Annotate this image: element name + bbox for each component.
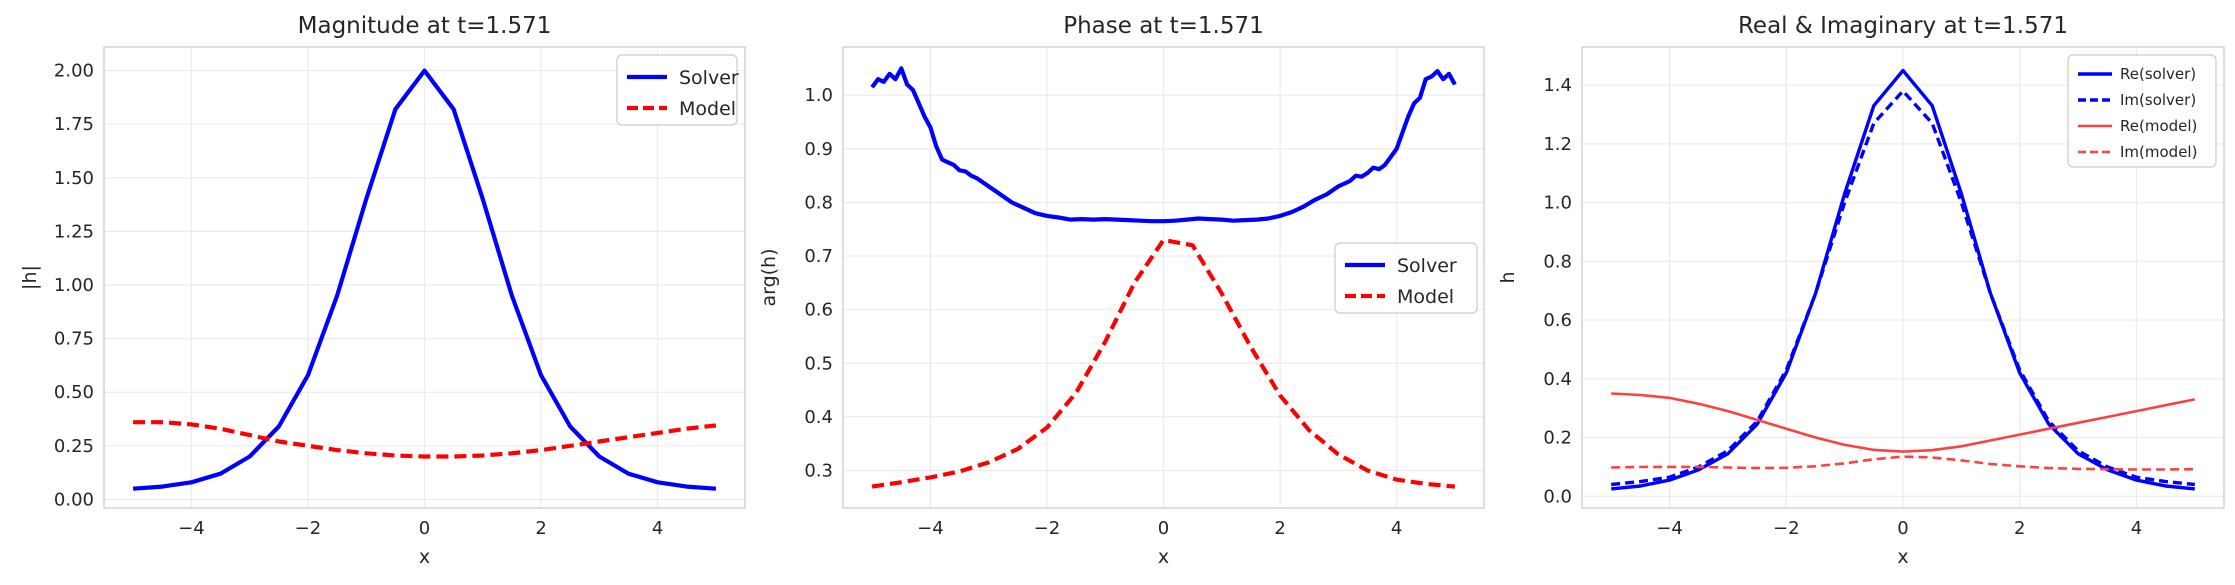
x-tick-label: 0 — [419, 518, 430, 539]
axes-frame — [842, 46, 1485, 509]
y-tick-label: 0.9 — [804, 139, 833, 160]
y-tick-label: 0.75 — [54, 329, 94, 350]
y-tick-label: 1.50 — [54, 168, 94, 189]
legend: Solver Model — [616, 54, 739, 126]
legend-entry-label: Model — [1397, 286, 1454, 308]
chart-title: Real & Imaginary at t=1.571 — [1738, 13, 2068, 39]
x-tick-label: 2 — [2014, 518, 2025, 539]
series-line-solver — [870, 66, 1457, 224]
x-tick-label: −2 — [1034, 518, 1061, 539]
x-tick-label: 2 — [1274, 518, 1285, 539]
y-tick-label: 1.00 — [54, 275, 94, 296]
y-axis-label: h — [1497, 271, 1519, 283]
legend-entry-label: Solver — [679, 67, 739, 89]
series-line-model — [871, 237, 1456, 489]
y-tick-label: 1.0 — [1543, 193, 1572, 214]
y-tick-label: 1.0 — [804, 85, 833, 106]
legend-entry-label: Im(solver) — [2120, 91, 2196, 109]
x-tick-label: −4 — [1656, 518, 1683, 539]
x-tick-label: 4 — [1391, 518, 1402, 539]
y-tick-label: 0.00 — [54, 489, 94, 510]
legend: Re(solver) Im(solver) Re(model) Im(model) — [2067, 54, 2217, 168]
legend-entry-label: Re(model) — [2120, 117, 2197, 135]
y-tick-label: 0.25 — [54, 436, 94, 457]
y-tick-label: 1.75 — [54, 114, 94, 135]
axes-frame — [1581, 46, 2225, 509]
y-tick-label: 0.3 — [804, 460, 833, 481]
x-tick-label: 2 — [535, 518, 546, 539]
y-tick-label: 0.5 — [804, 353, 833, 374]
y-tick-label: 1.4 — [1543, 75, 1572, 96]
series-line-im-solver- — [1611, 89, 2195, 487]
x-axis-label: x — [1158, 546, 1169, 568]
x-tick-label: −2 — [295, 518, 322, 539]
y-tick-label: 0.7 — [804, 246, 833, 267]
y-axis-label: |h| — [19, 265, 41, 290]
y-tick-label: 2.00 — [54, 61, 94, 82]
series-line-model — [133, 420, 717, 459]
chart-title: Phase at t=1.571 — [1063, 13, 1264, 39]
y-tick-label: 0.2 — [1543, 428, 1572, 449]
y-tick-label: 1.25 — [54, 221, 94, 242]
legend-box — [2067, 54, 2217, 168]
legend-entry-label: Re(solver) — [2120, 65, 2196, 83]
x-tick-label: −4 — [178, 518, 205, 539]
series-line-re-solver- — [1611, 68, 2195, 491]
legend-entry-label: Solver — [1397, 255, 1457, 277]
x-axis-label: x — [419, 546, 430, 568]
y-tick-label: 0.6 — [804, 300, 833, 321]
axes-frame — [103, 46, 746, 509]
y-tick-label: 0.0 — [1543, 486, 1572, 507]
legend-entry-label: Model — [679, 98, 736, 120]
chart-title: Magnitude at t=1.571 — [298, 13, 552, 39]
chart-panel-1: −4 −2 0 2 4 0.00 0.25 0.50 0.75 1.00 1.25 1.50 1.75 2… — [19, 13, 746, 568]
x-tick-label: 4 — [2131, 518, 2142, 539]
chart-panel-2: −4 −2 0 2 4 0.3 0.4 0.5 0.6 0.7 0.8 0.9 1.0 Phase at … — [758, 13, 1485, 568]
y-tick-label: 0.4 — [1543, 369, 1572, 390]
y-tick-label: 0.8 — [1543, 251, 1572, 272]
y-tick-label: 0.8 — [804, 192, 833, 213]
y-axis-label: arg(h) — [758, 248, 780, 306]
chart-panel-3: −4 −2 0 2 4 0.0 0.2 0.4 0.6 0.8 1.0 1.2 1.4 Real & Im… — [1497, 13, 2225, 568]
legend-entry-label: Im(model) — [2120, 143, 2197, 161]
x-tick-label: 0 — [1897, 518, 1908, 539]
x-tick-label: −2 — [1773, 518, 1800, 539]
y-tick-label: 0.4 — [804, 407, 833, 428]
legend: Solver Model — [1334, 242, 1478, 314]
y-tick-label: 1.2 — [1543, 134, 1572, 155]
series-line-re-model- — [1611, 392, 2196, 453]
x-tick-label: −4 — [917, 518, 944, 539]
series-line-solver — [132, 68, 717, 491]
y-tick-label: 0.6 — [1543, 310, 1572, 331]
y-tick-label: 0.50 — [54, 382, 94, 403]
x-axis-label: x — [1897, 546, 1908, 568]
x-tick-label: 4 — [652, 518, 663, 539]
x-tick-label: 0 — [1158, 518, 1169, 539]
